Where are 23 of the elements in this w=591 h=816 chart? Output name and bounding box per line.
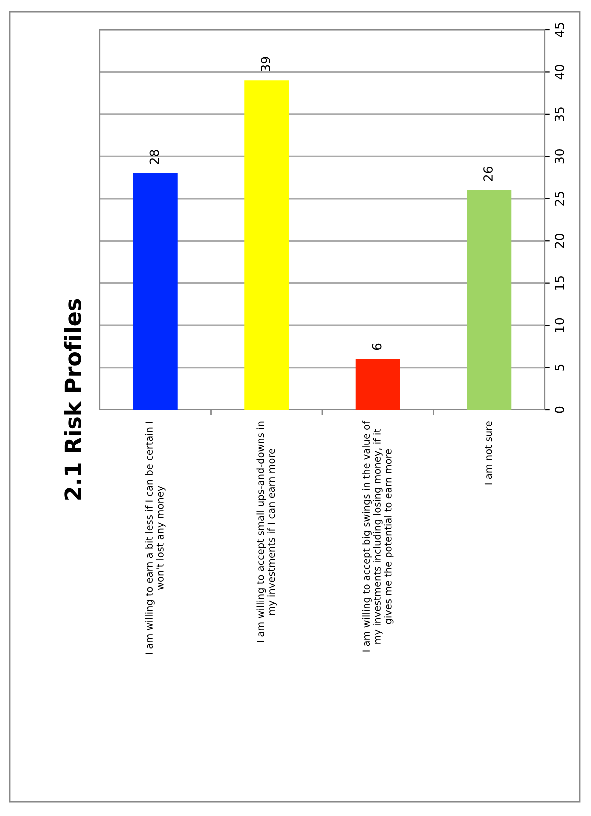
y-tick-label: 35 — [554, 108, 564, 122]
data-label: 6 — [372, 344, 382, 350]
bar — [467, 190, 512, 410]
x-tick-label: I am willing to accept big swings in the value of my investments including losing money, if it gives me the potential to earn more — [362, 420, 394, 652]
y-tick-label: 20 — [554, 234, 564, 248]
y-tick-label: 30 — [554, 150, 564, 164]
data-label: 26 — [484, 166, 493, 182]
bar — [356, 359, 400, 410]
bar — [133, 174, 178, 410]
y-tick-label: 10 — [554, 318, 564, 332]
data-label: 39 — [261, 57, 270, 72]
data-label: 28 — [150, 150, 160, 164]
text: 2.1 Risk Profiles — [64, 299, 82, 500]
bar — [244, 80, 290, 410]
y-tick-label: 25 — [554, 192, 564, 206]
x-tick-label: I am willing to accept small ups-and-downs in my investments if I can earn more — [256, 422, 278, 642]
y-tick-label: 5 — [555, 364, 564, 371]
y-tick-label: 45 — [555, 23, 564, 38]
y-tick-label: 15 — [555, 276, 564, 290]
y-tick-label: 0 — [554, 406, 564, 414]
x-tick-label: I am not sure — [484, 422, 492, 485]
y-tick-label: 40 — [554, 65, 564, 80]
x-tick-label: I am willing to earn a bit less if I can be certain I won't lost any money — [145, 422, 166, 654]
